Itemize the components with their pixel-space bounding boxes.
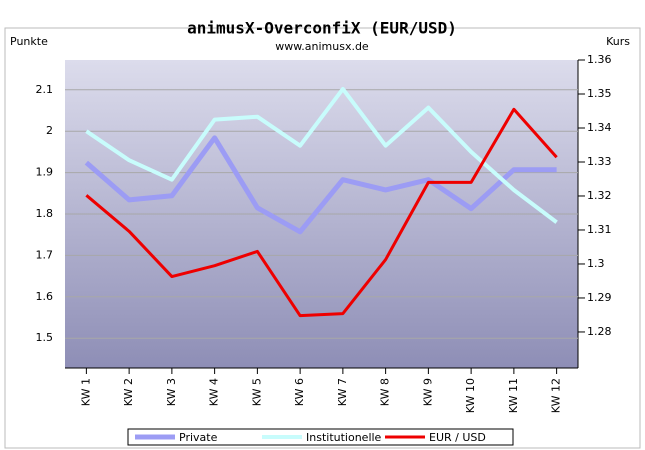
- y2-tick-label: 1.31: [587, 223, 612, 236]
- y-tick-label: 2: [46, 124, 53, 137]
- x-tick-label: KW 10: [464, 378, 477, 413]
- y2-tick-label: 1.29: [587, 291, 612, 304]
- x-tick-label: KW 7: [336, 378, 349, 406]
- y-tick-label: 1.6: [36, 290, 54, 303]
- legend: [127, 428, 514, 446]
- y-tick-label: 1.8: [36, 207, 54, 220]
- x-tick-label: KW 5: [250, 378, 263, 406]
- legend-label: EUR / USD: [429, 431, 486, 444]
- y2-tick-label: 1.35: [587, 87, 612, 100]
- y2-tick-label: 1.36: [587, 53, 612, 66]
- series-line: [84, 135, 557, 235]
- x-tick-label: KW 9: [421, 378, 434, 406]
- y-tick-label: 1.5: [36, 331, 54, 344]
- x-tick-label: KW 3: [165, 378, 178, 406]
- series-line: [85, 86, 558, 224]
- y2-tick-label: 1.28: [587, 325, 612, 338]
- y-tick-label: 2.1: [36, 83, 54, 96]
- chart-title: animusX-OverconfiX (EUR/USD): [187, 19, 457, 38]
- y-tick-label: 1.7: [36, 248, 54, 261]
- x-tick-label: KW 11: [507, 378, 520, 413]
- y2-tick-label: 1.33: [587, 155, 612, 168]
- x-tick-label: KW 6: [293, 378, 306, 406]
- y-tick-label: 1.9: [36, 166, 54, 179]
- x-tick-label: KW 12: [550, 378, 563, 413]
- y2-tick-label: 1.32: [587, 189, 612, 202]
- y2-tick-label: 1.3: [587, 257, 605, 270]
- x-tick-label: KW 4: [208, 378, 221, 406]
- x-tick-label: KW 2: [122, 378, 135, 406]
- y-axis-label: Punkte: [10, 35, 48, 48]
- chart-subtitle: www.animusx.de: [275, 40, 369, 53]
- y2-tick-label: 1.34: [587, 121, 612, 134]
- legend-label: Private: [179, 431, 218, 444]
- frame: [4, 27, 641, 449]
- legend-label: Institutionelle: [306, 431, 382, 444]
- x-tick-label: KW 1: [79, 378, 92, 406]
- y2-axis-label: Kurs: [606, 35, 630, 48]
- series-line: [85, 107, 558, 318]
- x-tick-label: KW 8: [379, 378, 392, 406]
